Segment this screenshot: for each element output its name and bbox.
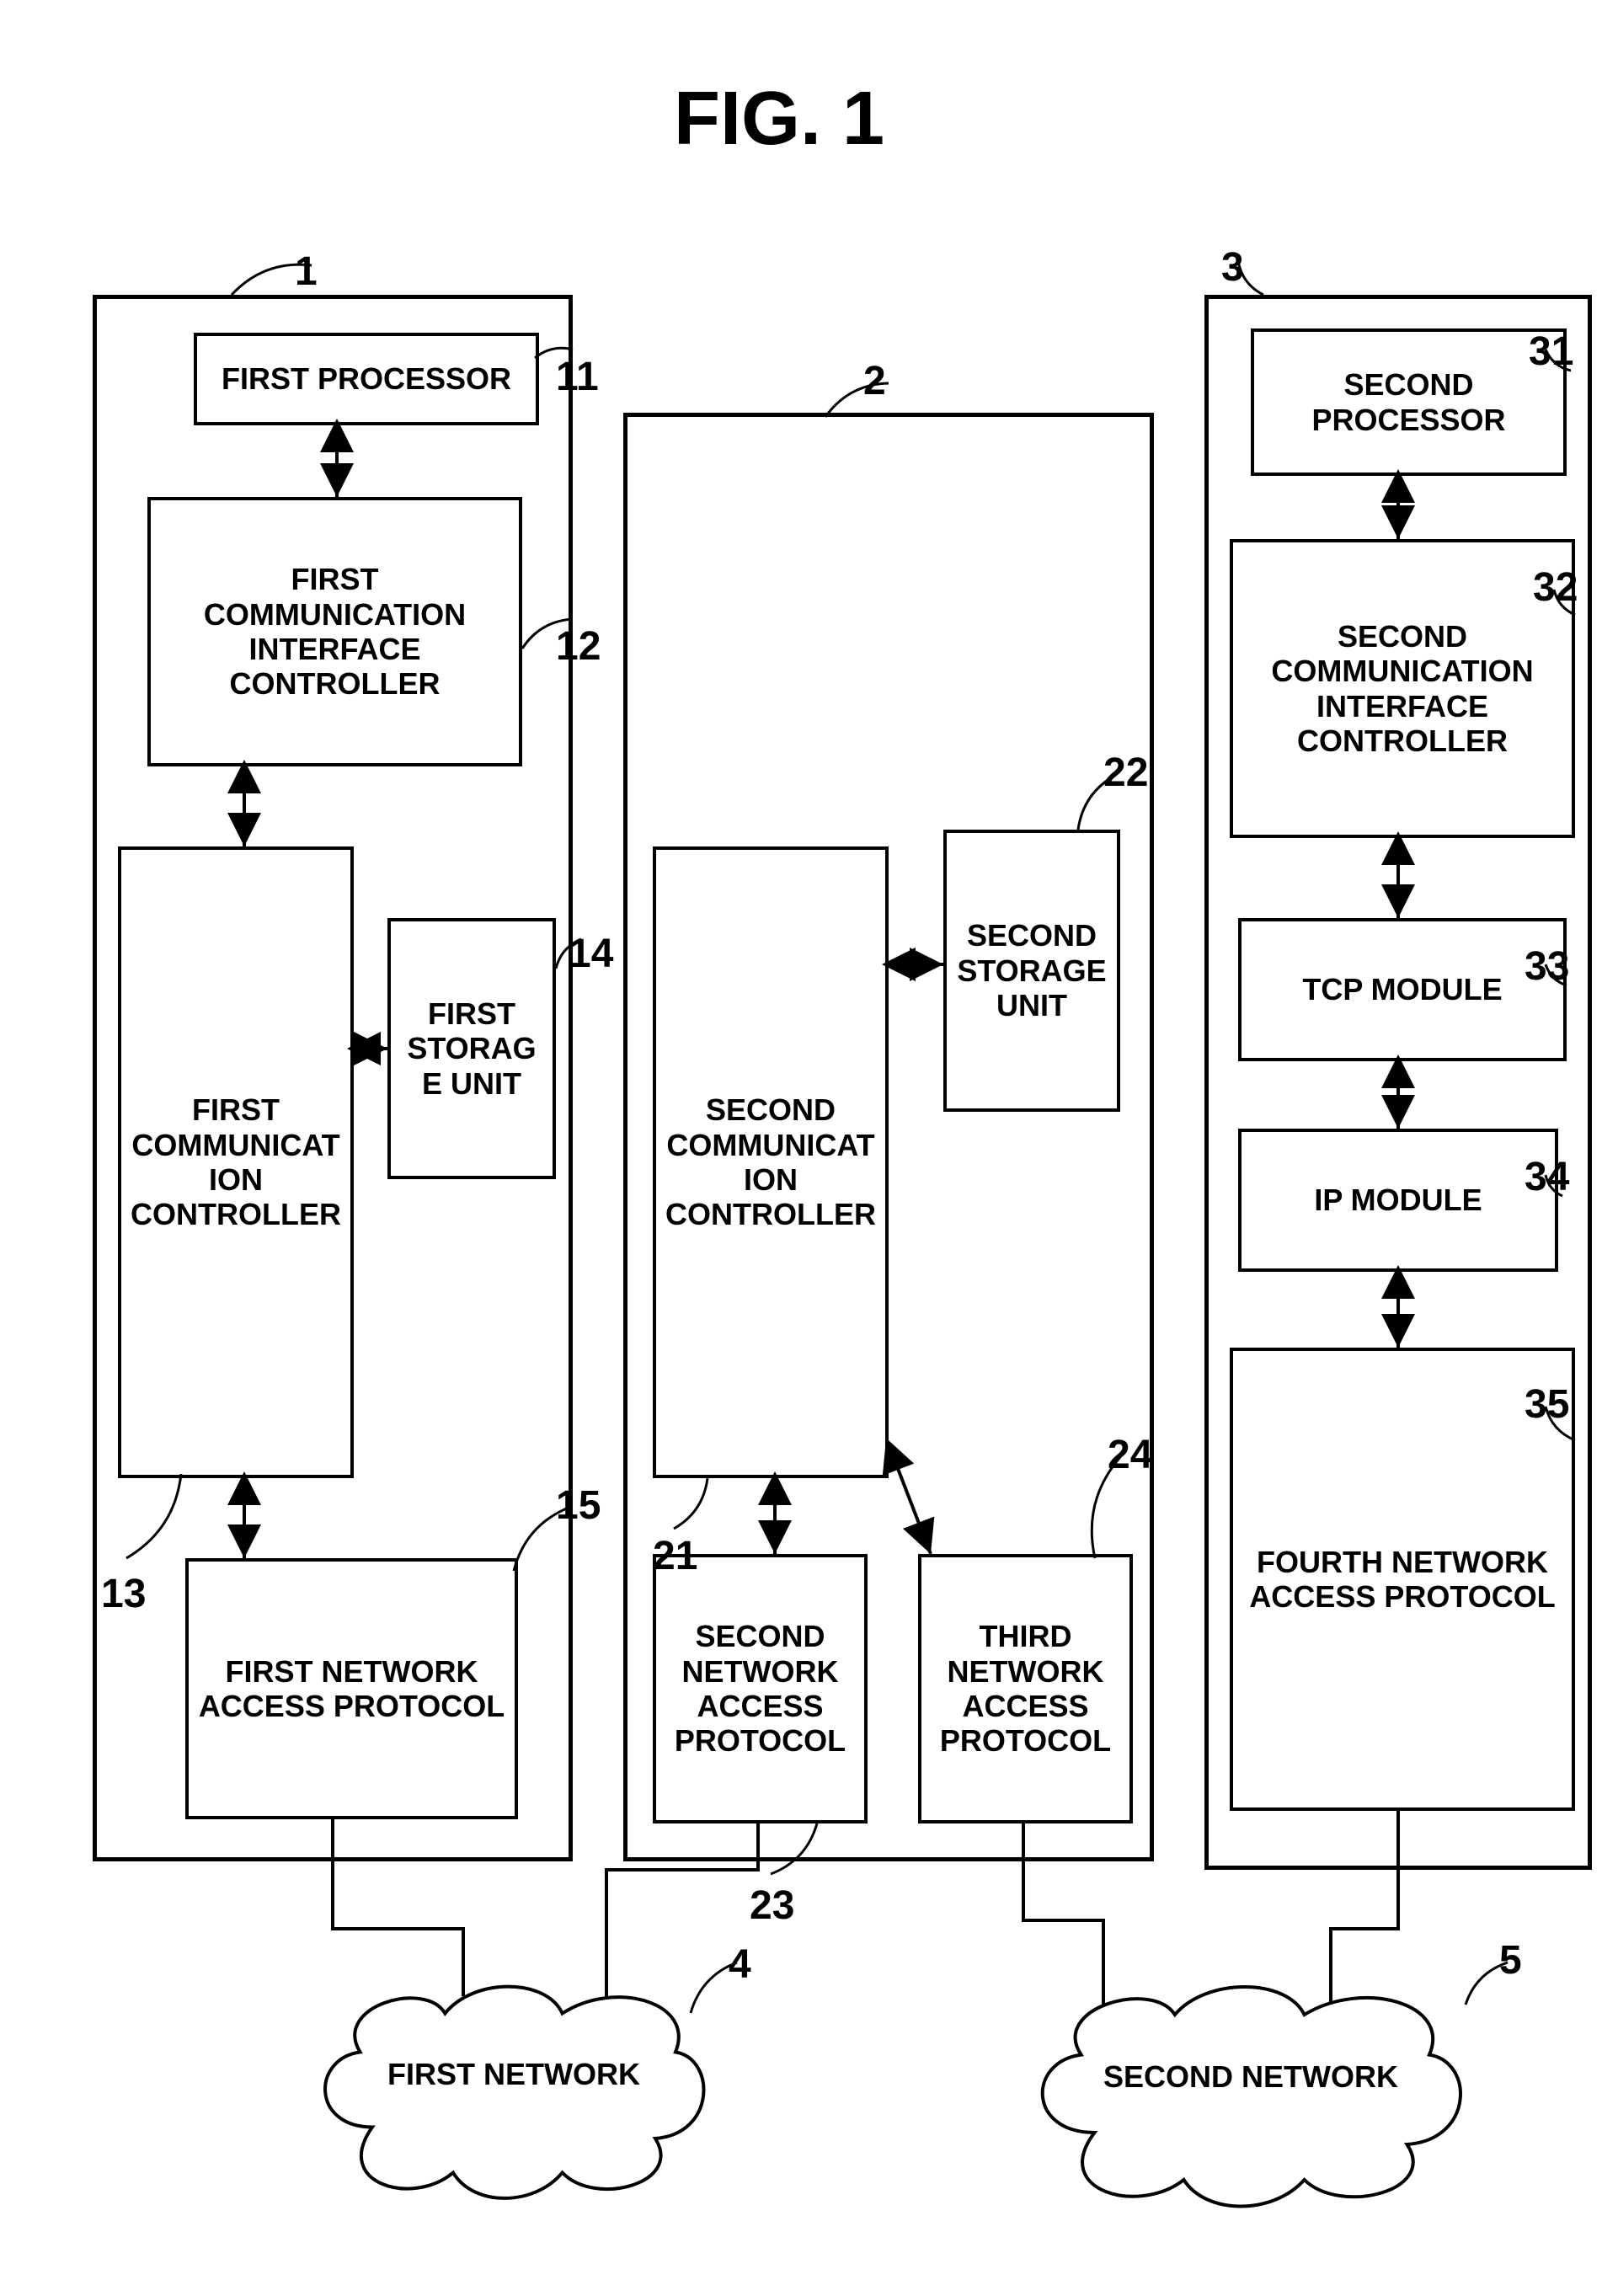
- wire-w2-n2: [1023, 1823, 1103, 2005]
- arrow-a21-24: [889, 1444, 931, 1554]
- connections-svg: [17, 17, 1618, 2279]
- ref-curve-c22: [1078, 775, 1116, 830]
- ref-curve-c5: [1466, 1962, 1508, 2005]
- ref-curve-c13: [126, 1474, 181, 1558]
- ref-curve-c34: [1546, 1175, 1562, 1196]
- wire-w2-n1: [606, 1823, 758, 1996]
- wire-w3-n2: [1331, 1811, 1398, 2005]
- wire-w1-n1: [333, 1819, 463, 1996]
- ref-curve-c3: [1238, 261, 1263, 295]
- ref-curve-c15: [514, 1508, 569, 1571]
- ref-curve-c11: [535, 348, 573, 358]
- ref-curve-c31: [1546, 350, 1571, 371]
- figure-page: FIG. 1 FIRST PROCESSORFIRST COMMUNICATIO…: [17, 17, 1618, 2279]
- ref-curve-c4: [691, 1962, 737, 2013]
- ref-curve-c33: [1546, 964, 1567, 985]
- ref-curve-c1: [232, 264, 312, 295]
- ref-curve-c35: [1546, 1407, 1575, 1440]
- ref-curve-c32: [1554, 590, 1575, 615]
- ref-curve-c14: [556, 939, 581, 969]
- ref-curve-c21: [674, 1478, 708, 1529]
- ref-curve-c24: [1092, 1457, 1120, 1558]
- ref-curve-c12: [522, 619, 573, 649]
- ref-curve-c23: [771, 1823, 817, 1874]
- ref-curve-c2: [825, 383, 889, 417]
